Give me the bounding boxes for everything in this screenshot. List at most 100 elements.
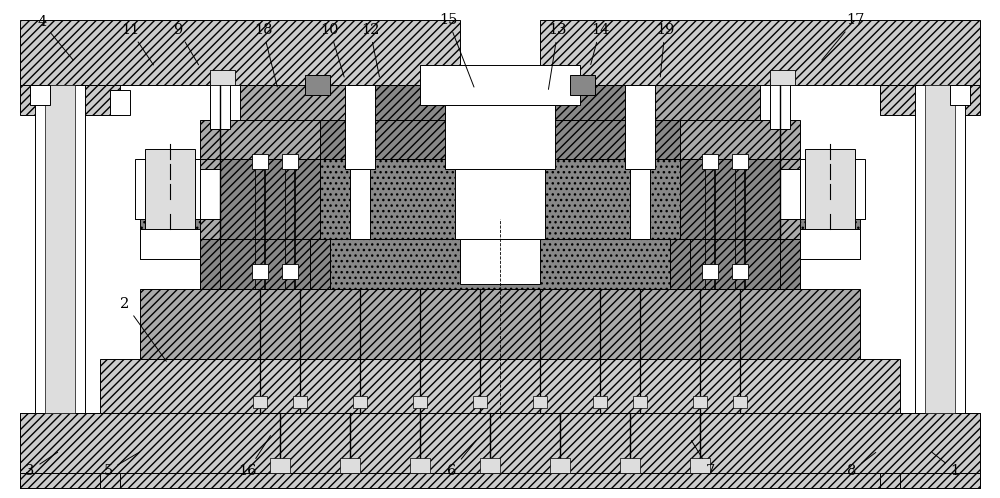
- Bar: [20, 413, 980, 488]
- Bar: [270, 458, 290, 473]
- Bar: [550, 458, 570, 473]
- Bar: [252, 154, 268, 169]
- Bar: [140, 159, 200, 259]
- Bar: [252, 264, 268, 279]
- Bar: [825, 199, 865, 219]
- Bar: [733, 396, 747, 408]
- Bar: [140, 159, 860, 219]
- Bar: [410, 458, 430, 473]
- Bar: [625, 85, 655, 169]
- Bar: [320, 159, 680, 239]
- Text: 11: 11: [121, 23, 153, 65]
- Bar: [135, 159, 200, 219]
- Bar: [455, 169, 545, 239]
- Text: 17: 17: [822, 13, 864, 60]
- Text: 10: 10: [321, 23, 344, 77]
- Bar: [20, 20, 460, 85]
- Bar: [540, 20, 980, 85]
- Bar: [20, 85, 120, 115]
- Bar: [880, 85, 980, 115]
- Text: 8: 8: [847, 452, 876, 478]
- Bar: [200, 169, 220, 219]
- Bar: [253, 396, 267, 408]
- Bar: [770, 80, 790, 129]
- Bar: [30, 85, 50, 105]
- Bar: [140, 289, 860, 359]
- Bar: [633, 396, 647, 408]
- Bar: [690, 214, 780, 289]
- Bar: [570, 75, 595, 95]
- Text: 14: 14: [591, 23, 609, 65]
- Bar: [282, 264, 298, 279]
- Bar: [320, 120, 680, 159]
- Bar: [110, 90, 130, 115]
- Bar: [880, 473, 980, 488]
- Bar: [200, 239, 800, 289]
- Text: 12: 12: [361, 23, 379, 77]
- Bar: [135, 199, 175, 219]
- Bar: [340, 458, 360, 473]
- Bar: [800, 159, 860, 259]
- Bar: [210, 70, 235, 85]
- Bar: [200, 120, 800, 159]
- Bar: [45, 85, 75, 413]
- Text: 3: 3: [25, 452, 58, 478]
- Bar: [693, 396, 707, 408]
- Bar: [620, 458, 640, 473]
- Bar: [145, 149, 195, 249]
- Bar: [20, 473, 120, 488]
- Text: 13: 13: [548, 23, 567, 89]
- Polygon shape: [20, 473, 100, 488]
- Bar: [460, 239, 540, 284]
- Bar: [680, 159, 780, 239]
- Bar: [140, 229, 200, 259]
- Bar: [240, 85, 760, 120]
- Text: 6: 6: [447, 440, 476, 478]
- Bar: [220, 159, 320, 239]
- Text: 7: 7: [691, 441, 715, 478]
- Bar: [350, 169, 370, 239]
- Bar: [220, 214, 310, 289]
- Bar: [732, 154, 748, 169]
- Bar: [305, 75, 330, 95]
- Bar: [20, 473, 100, 488]
- Text: 18: 18: [254, 23, 277, 87]
- Bar: [100, 359, 900, 413]
- Bar: [353, 396, 367, 408]
- Bar: [345, 85, 375, 169]
- Bar: [670, 239, 800, 289]
- Text: 16: 16: [239, 436, 270, 478]
- Bar: [770, 70, 795, 85]
- Text: 15: 15: [439, 13, 474, 87]
- Bar: [200, 239, 330, 289]
- Bar: [473, 396, 487, 408]
- Bar: [330, 239, 670, 289]
- Bar: [413, 396, 427, 408]
- Bar: [282, 154, 298, 169]
- Bar: [800, 229, 860, 259]
- Bar: [533, 396, 547, 408]
- Bar: [702, 264, 718, 279]
- Polygon shape: [900, 473, 980, 488]
- Text: 4: 4: [37, 15, 73, 60]
- Bar: [20, 413, 980, 473]
- Bar: [360, 85, 640, 120]
- Bar: [630, 169, 650, 239]
- Bar: [293, 396, 307, 408]
- Bar: [445, 105, 555, 169]
- Bar: [925, 85, 955, 413]
- Bar: [200, 159, 800, 239]
- Bar: [420, 65, 580, 105]
- Bar: [702, 154, 718, 169]
- Text: 5: 5: [103, 452, 140, 478]
- Text: 9: 9: [173, 23, 199, 65]
- Bar: [800, 159, 865, 219]
- Bar: [480, 458, 500, 473]
- Bar: [915, 85, 965, 413]
- Bar: [593, 396, 607, 408]
- Bar: [690, 458, 710, 473]
- Bar: [780, 169, 800, 219]
- Text: 1: 1: [932, 452, 960, 478]
- Bar: [35, 85, 85, 413]
- Bar: [210, 80, 230, 129]
